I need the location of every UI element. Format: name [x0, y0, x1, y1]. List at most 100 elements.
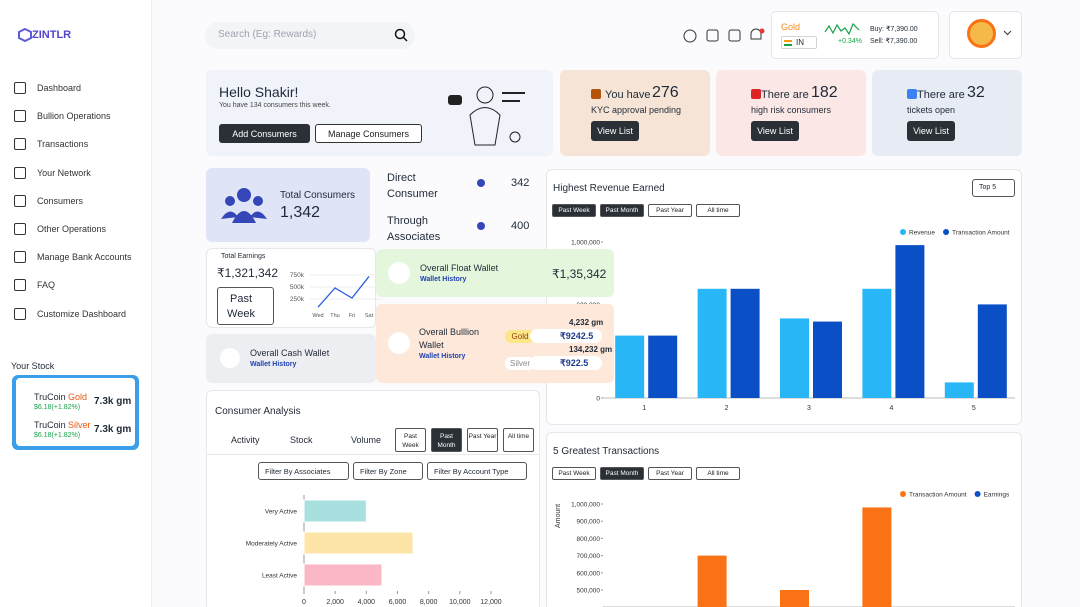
alert-card	[872, 70, 1022, 156]
period-button[interactable]: All time	[503, 428, 534, 452]
nav-item[interactable]: Customize Dashboard	[37, 308, 127, 319]
tab[interactable]: Activity	[231, 435, 260, 445]
holding-weight: 134,232 gm	[569, 345, 613, 354]
alert-text: KYC approval pending	[591, 105, 682, 115]
tab[interactable]: Stock	[290, 435, 313, 445]
search-placeholder[interactable]: Search (Eg: Rewards)	[218, 29, 317, 40]
transactions-card	[546, 432, 1022, 607]
chevron[interactable]	[1003, 30, 1012, 36]
stock-inner	[16, 378, 135, 446]
tab[interactable]: Volume	[351, 435, 382, 445]
alert-icon	[751, 89, 761, 99]
alert-count: 32	[967, 84, 985, 101]
alert-button[interactable]: View List	[591, 121, 639, 141]
period-button[interactable]: Past Year	[648, 204, 692, 217]
cash-icon	[220, 348, 240, 368]
stock-name: TruCoin	[34, 420, 66, 430]
greeting-title: Hello Shakir!	[219, 84, 299, 100]
nav-item[interactable]: Your Network	[37, 167, 91, 178]
nav-icon[interactable]	[14, 279, 26, 292]
stock-metal: Gold	[68, 392, 88, 402]
filter[interactable]: Filter By Associates	[258, 462, 349, 480]
bullion-icon	[388, 332, 410, 354]
period-button[interactable]: Past Week	[552, 204, 596, 217]
brand: ZINTLR	[32, 29, 72, 41]
nav-icon[interactable]	[14, 138, 26, 151]
bullion-title: Overall Bulllion Wallet	[419, 327, 480, 350]
alert-text: high risk consumers	[751, 105, 832, 115]
nav-item[interactable]: Other Operations	[37, 224, 107, 234]
add-consumers[interactable]: Add Consumers	[219, 124, 310, 143]
float-icon	[388, 262, 410, 284]
nav-item[interactable]: Consumers	[37, 195, 84, 206]
bullion-link[interactable]: Wallet History	[419, 353, 466, 360]
nav-icon[interactable]	[14, 251, 26, 264]
nav-icon[interactable]	[14, 166, 26, 179]
float-link[interactable]: Wallet History	[420, 276, 467, 283]
country-select[interactable]	[781, 36, 817, 49]
float-title: Overall Float Wallet	[420, 263, 499, 273]
bullion-wallet	[376, 304, 614, 383]
period-button[interactable]: Past Month	[431, 428, 462, 452]
alert-card	[560, 70, 710, 156]
alert-icon	[907, 89, 917, 99]
period-button[interactable]: Past Month	[600, 204, 644, 217]
nav-item[interactable]: Dashboard	[37, 83, 82, 93]
search-box[interactable]	[205, 22, 415, 49]
gold-ticker	[771, 11, 939, 59]
stock-change: $6.18(+1.82%)	[34, 404, 81, 411]
nav-icon[interactable]	[14, 110, 26, 123]
nav-item[interactable]: Manage Bank Accounts	[37, 252, 132, 263]
nav-icon[interactable]	[14, 223, 26, 235]
period-button[interactable]: Past Year	[467, 428, 498, 452]
alert-text: tickets open	[907, 105, 956, 115]
alert-count: 276	[652, 84, 679, 101]
ticker-metal: Gold	[781, 22, 801, 32]
earnings-label: Total Earnings	[221, 253, 266, 260]
header-icons[interactable]	[682, 27, 766, 43]
top-dropdown[interactable]: Top 5	[972, 179, 1015, 197]
stock-amount: 7.3k gm	[94, 396, 132, 407]
alert-prefix: There are	[917, 89, 965, 101]
filter[interactable]: Filter By Zone	[353, 462, 423, 480]
period-button[interactable]: Past Week	[552, 467, 596, 480]
cash-link[interactable]: Wallet History	[250, 361, 297, 368]
nav-icon[interactable]	[14, 307, 26, 320]
breakdown-label: Direct Consumer	[387, 172, 438, 200]
profile[interactable]	[949, 11, 1022, 59]
sidebar	[0, 0, 152, 607]
avatar[interactable]	[967, 19, 996, 48]
illustration	[448, 86, 525, 146]
nav-icon[interactable]	[14, 82, 26, 94]
period-button[interactable]: Past Year	[648, 467, 692, 480]
search-icon[interactable]	[394, 28, 408, 42]
period-select[interactable]	[217, 287, 274, 325]
alert-button[interactable]: View List	[751, 121, 799, 141]
manage-consumers[interactable]: Manage Consumers	[315, 124, 422, 143]
nav-item[interactable]: Bullion Operations	[37, 111, 111, 122]
greeting-subtitle: You have 134 consumers this week.	[219, 102, 331, 109]
cash-title: Overall Cash Wallet	[250, 348, 330, 358]
nav-item[interactable]: Transactions	[37, 139, 89, 150]
nav-icon[interactable]	[14, 194, 26, 207]
consumers-label: Total Consumers	[280, 190, 356, 201]
holding-value: ₹922.5	[530, 356, 602, 370]
ticker-buy: Buy: ₹7,390.00	[870, 26, 918, 33]
holding-value: ₹9242.5	[530, 329, 602, 343]
filter[interactable]: Filter By Account Type	[427, 462, 527, 480]
nav-item[interactable]: FAQ	[37, 280, 56, 291]
alert-button[interactable]: View List	[907, 121, 955, 141]
analysis-title: Consumer Analysis	[215, 406, 301, 417]
period-button[interactable]: All time	[696, 467, 740, 480]
earnings-total: ₹1,321,342	[217, 266, 279, 280]
period-label[interactable]: Past Week	[227, 293, 255, 320]
info-icon	[477, 222, 485, 230]
period-button[interactable]: Past Week	[395, 428, 426, 452]
period-button[interactable]: Past Month	[600, 467, 644, 480]
alert-prefix: You have	[605, 89, 651, 101]
country[interactable]: IN	[796, 38, 804, 47]
analysis-card	[206, 390, 540, 607]
ticker-sell: Sell: ₹7,390.00	[870, 38, 918, 45]
period-button[interactable]: All time	[696, 204, 740, 217]
alert-count: 182	[811, 84, 838, 101]
